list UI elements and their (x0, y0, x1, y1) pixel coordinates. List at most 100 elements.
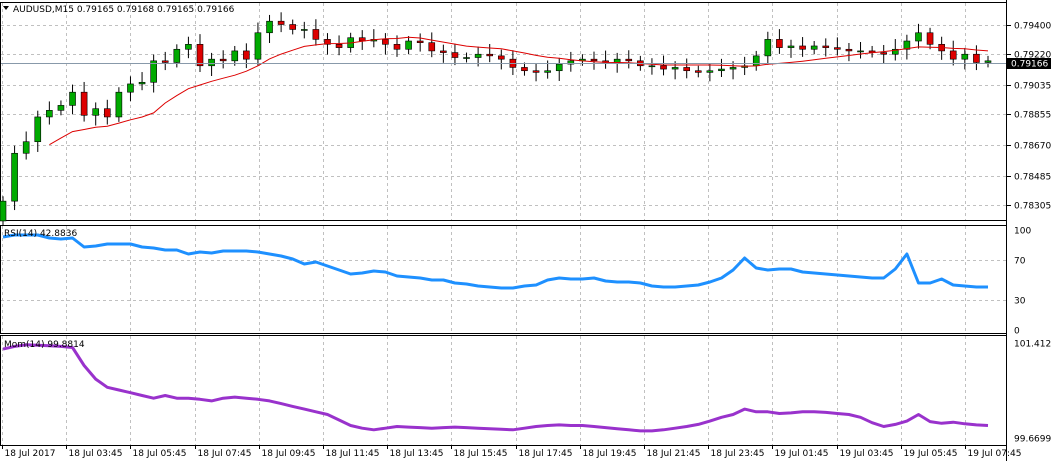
bear-candle-body (834, 47, 841, 50)
bull-candle-body (208, 58, 215, 67)
bull-candle-body (706, 70, 714, 73)
rsi-tick-label: 100 (1014, 227, 1031, 237)
bull-candle-body (903, 40, 911, 50)
triangle-down-icon (3, 6, 9, 10)
momentum-tick-label: 99.6699 (1014, 435, 1051, 445)
bear-candle-body (80, 91, 88, 116)
bull-candle-body (266, 20, 273, 34)
bull-candle-body (69, 91, 76, 106)
time-axis: 18 Jul 2017 18 Jul 03:45 18 Jul 05:45 18 Ju… (2, 445, 1021, 459)
bull-candle-body (474, 53, 482, 58)
bull-candle-body (857, 50, 864, 53)
bull-candle-body (463, 57, 470, 59)
bull-candle-body (34, 116, 42, 143)
bear-candle-body (660, 65, 667, 70)
bull-candle-body (752, 55, 760, 67)
current-price-label: 0.79166 (1007, 58, 1051, 70)
rsi-panel[interactable] (0, 225, 1007, 334)
time-tick-label: 18 Jul 11:45 (326, 449, 380, 459)
bull-candle-body (961, 53, 969, 60)
price-tick-label: 0.79400 (1014, 22, 1051, 32)
bear-candle-body (625, 58, 633, 62)
time-tick-label: 18 Jul 09:45 (262, 449, 316, 459)
time-tick-label: 18 Jul 03:45 (69, 449, 123, 459)
price-tick-label: 0.79035 (1014, 82, 1051, 92)
bull-candle-body (915, 32, 922, 42)
bear-candle-body (845, 48, 853, 52)
price-tick-label: 0.78855 (1014, 111, 1051, 121)
grid-lines (1, 3, 1006, 445)
bull-candle-body (648, 65, 656, 68)
price-axis: 0.79400 0.79220 0.79035 0.78855 0.78670 0.784… (1006, 22, 1051, 212)
momentum-axis: 101.4121 99.6699 (1014, 340, 1051, 445)
time-tick-label: 18 Jul 07:45 (198, 449, 252, 459)
bull-candle-body (764, 39, 772, 57)
bear-candle-body (683, 67, 691, 72)
time-tick-label: 19 Jul 05:45 (904, 449, 958, 459)
bear-candle-body (393, 44, 401, 50)
main-chart-panel[interactable] (0, 2, 1007, 221)
bull-candle-body (11, 152, 18, 202)
bear-candle-body (440, 50, 447, 53)
bear-candle-body (486, 53, 494, 57)
bear-candle-body (497, 55, 505, 60)
bear-candle-body (451, 52, 459, 58)
time-tick-label: 18 Jul 21:45 (647, 449, 701, 459)
bear-candle-body (277, 20, 285, 25)
time-tick-label: 19 Jul 01:45 (775, 449, 829, 459)
rsi-line (2, 233, 988, 290)
bull-candle-body (810, 45, 818, 50)
bear-candle-body (103, 108, 111, 118)
bull-candle-body (57, 105, 65, 111)
momentum-header: Mom(14) 99.8814 (4, 340, 85, 350)
bull-candle-body (92, 108, 100, 116)
time-tick-label: 18 Jul 17:45 (519, 449, 573, 459)
rsi-tick-label: 30 (1014, 297, 1026, 307)
bull-candle-body (613, 58, 621, 63)
bear-candle-body (521, 67, 528, 72)
bull-candle-body (729, 67, 737, 70)
bear-candle-body (416, 40, 424, 43)
bear-candle-body (926, 32, 934, 45)
momentum-tick-label: 101.4121 (1014, 340, 1051, 350)
symbol-header: AUDUSD,M15 0.79165 0.79168 0.79165 0.791… (3, 5, 235, 15)
bear-candle-body (243, 50, 250, 60)
rsi-axis: 100 70 30 0 (1014, 227, 1031, 337)
bull-candle-body (254, 32, 262, 60)
bear-candle-body (799, 45, 806, 50)
bear-candle-body (382, 39, 389, 45)
bear-candle-body (335, 44, 343, 48)
bear-candle-body (289, 24, 297, 30)
price-tick-label: 0.78670 (1014, 142, 1051, 152)
price-tick-label: 0.78305 (1014, 202, 1051, 212)
momentum-line (2, 343, 989, 433)
bear-candle-body (428, 42, 436, 52)
price-tick-label: 0.78485 (1014, 173, 1051, 183)
bear-candle-body (219, 58, 227, 62)
rsi-tick-label: 70 (1014, 257, 1026, 267)
bear-candle-body (949, 50, 957, 60)
bull-candle-body (173, 48, 181, 63)
bear-candle-body (161, 60, 169, 63)
price-tick-label: 0.79220 (1014, 51, 1051, 61)
bull-candle-body (231, 50, 239, 62)
svg-text:0.79166: 0.79166 (1011, 60, 1048, 70)
bull-candle-body (787, 45, 795, 48)
bull-candle-body (46, 110, 53, 118)
bear-candle-body (532, 70, 540, 73)
bear-candle-body (822, 45, 830, 48)
bull-candle-body (150, 60, 157, 83)
bear-candle-body (973, 53, 980, 63)
time-tick-label: 18 Jul 05:45 (133, 449, 187, 459)
rsi-tick-label: 0 (1014, 327, 1020, 337)
bull-candle-body (718, 68, 725, 72)
bull-candle-body (0, 200, 7, 222)
bear-candle-body (196, 44, 204, 67)
time-tick-label: 18 Jul 13:45 (390, 449, 444, 459)
time-tick-label: 18 Jul 15:45 (454, 449, 508, 459)
bear-candle-body (776, 39, 783, 48)
moving-average-line (49, 36, 989, 146)
bull-candle-body (567, 60, 575, 65)
